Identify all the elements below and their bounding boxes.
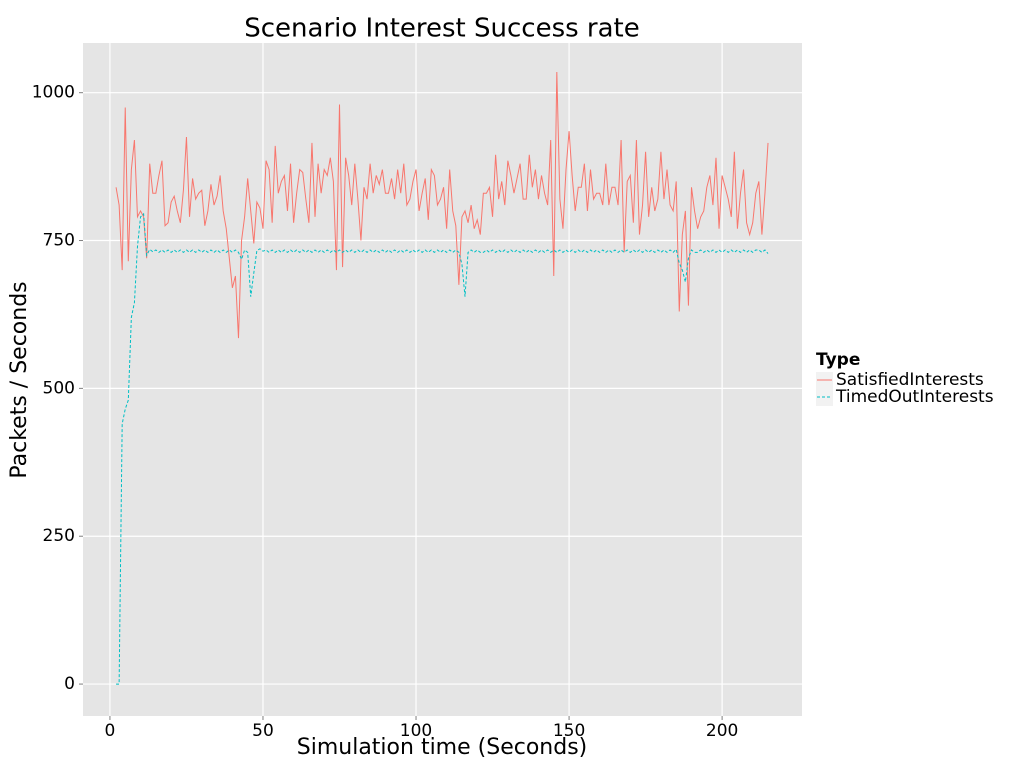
y-tick-label: 250	[43, 526, 75, 546]
y-tick-label: 1000	[32, 83, 75, 103]
chart-title: Scenario Interest Success rate	[244, 14, 639, 44]
series-line	[115, 71, 769, 339]
y-tick-label: 0	[64, 674, 75, 694]
legend-label: SatisfiedInterests	[836, 370, 984, 390]
y-tick-label: 500	[43, 378, 75, 398]
x-tick-label: 200	[706, 721, 738, 741]
x-tick-label: 0	[105, 721, 116, 741]
x-tick-label: 50	[252, 721, 274, 741]
y-tick-label: 750	[43, 231, 75, 251]
x-tick-label: 100	[400, 721, 432, 741]
legend-label: TimedOutInterests	[835, 387, 994, 407]
y-axis-title: Packets / Seconds	[7, 281, 32, 478]
x-axis-title: Simulation time (Seconds)	[297, 735, 587, 760]
plot-panel	[83, 43, 802, 716]
x-tick-label: 150	[553, 721, 585, 741]
series-line	[116, 212, 769, 685]
legend-title: Type	[816, 350, 860, 370]
